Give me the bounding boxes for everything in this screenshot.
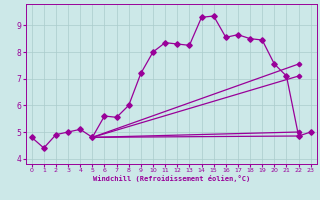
X-axis label: Windchill (Refroidissement éolien,°C): Windchill (Refroidissement éolien,°C) <box>92 175 250 182</box>
